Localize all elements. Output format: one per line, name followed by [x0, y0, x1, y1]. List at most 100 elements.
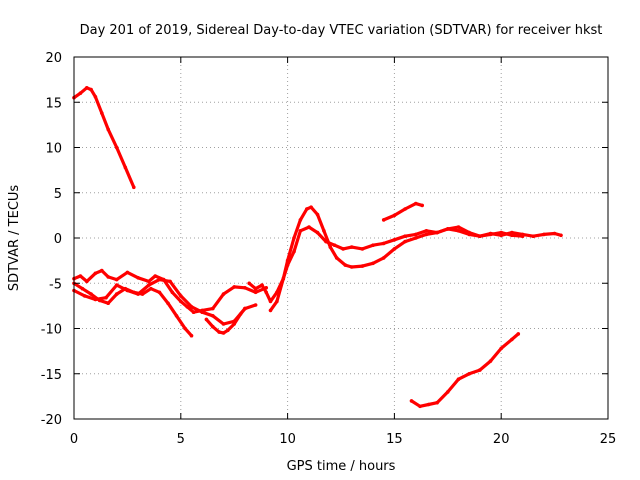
data-point: [309, 205, 313, 209]
data-point: [136, 276, 140, 280]
data-point: [174, 314, 179, 318]
data-point: [136, 292, 140, 296]
y-tick-label: 10: [45, 142, 62, 157]
series-line-5: [204, 307, 247, 335]
data-point: [298, 229, 303, 233]
data-point: [125, 288, 130, 293]
y-tick-label: 0: [54, 232, 62, 247]
data-point: [542, 232, 546, 237]
data-point: [510, 337, 514, 342]
x-axis-label: GPS time / hours: [287, 459, 396, 474]
data-point: [106, 301, 110, 306]
data-point: [516, 332, 521, 336]
data-point: [100, 268, 104, 273]
data-point: [552, 231, 557, 236]
data-point: [80, 286, 85, 291]
data-point: [168, 279, 172, 284]
data-point: [403, 207, 407, 211]
data-point: [456, 229, 461, 233]
data-point: [392, 247, 397, 251]
x-tick-label: 10: [279, 432, 296, 447]
data-point: [264, 290, 269, 295]
series-line-7: [268, 205, 525, 312]
data-point: [315, 212, 320, 217]
data-point: [298, 218, 303, 222]
data-point: [85, 86, 89, 90]
data-point: [149, 286, 153, 291]
x-tick-label: 20: [493, 432, 510, 447]
data-point: [232, 285, 236, 289]
data-point: [446, 390, 450, 394]
y-tick-label: -20: [41, 413, 62, 428]
data-point: [185, 305, 189, 309]
data-point: [221, 322, 226, 326]
data-point: [520, 234, 525, 238]
data-point: [211, 306, 215, 311]
data-point: [305, 207, 309, 211]
data-point: [78, 274, 83, 278]
data-point: [179, 294, 183, 298]
data-point: [381, 218, 386, 222]
y-axis-label: SDTVAR / TECUs: [7, 185, 22, 292]
series-line-9: [409, 332, 520, 408]
data-point: [211, 324, 215, 329]
data-point: [456, 225, 461, 229]
data-point: [332, 243, 337, 247]
data-point: [268, 299, 273, 304]
data-point: [488, 232, 493, 237]
data-point: [478, 368, 482, 372]
data-point: [328, 245, 333, 249]
data-point: [315, 230, 320, 235]
data-point: [435, 400, 439, 405]
y-tick-label: 20: [45, 51, 62, 66]
x-tick-label: 5: [177, 432, 185, 447]
data-point: [104, 295, 108, 300]
data-point: [226, 328, 230, 333]
data-point: [253, 303, 258, 307]
data-point: [221, 331, 226, 335]
data-point: [106, 127, 110, 132]
data-point: [371, 261, 375, 266]
data-point: [268, 308, 273, 313]
data-point: [467, 372, 472, 376]
data-point: [446, 227, 450, 231]
data-point: [114, 283, 119, 287]
data-point: [392, 238, 397, 242]
data-point: [114, 145, 119, 150]
data-point: [467, 230, 472, 235]
x-tick-label: 0: [70, 432, 78, 447]
data-point: [243, 306, 247, 311]
data-point: [403, 234, 407, 238]
data-point: [260, 283, 264, 287]
data-point: [78, 91, 83, 95]
data-point: [435, 230, 439, 235]
data-point: [114, 277, 119, 282]
x-tick-label: 15: [386, 432, 403, 447]
data-point: [93, 271, 98, 276]
y-tick-label: 5: [54, 187, 62, 202]
data-point: [392, 213, 397, 218]
data-point: [414, 232, 418, 237]
data-point: [189, 333, 194, 338]
y-tick-label: 15: [45, 96, 62, 111]
data-point: [360, 264, 365, 268]
data-point: [456, 377, 461, 382]
data-point: [200, 310, 204, 315]
data-point: [424, 232, 429, 237]
data-point: [89, 292, 93, 296]
data-point: [307, 225, 311, 229]
data-point: [204, 317, 209, 322]
data-point: [403, 239, 407, 244]
series-line-8: [382, 202, 424, 222]
data-point: [93, 297, 98, 302]
data-point: [349, 245, 354, 249]
data-point: [243, 286, 247, 290]
data-point: [232, 322, 236, 326]
data-point: [157, 290, 162, 295]
x-tick-label: 25: [600, 432, 617, 447]
data-point: [418, 404, 422, 409]
data-point: [281, 276, 286, 281]
data-point: [179, 299, 183, 304]
data-point: [153, 274, 157, 278]
data-point: [82, 294, 87, 298]
